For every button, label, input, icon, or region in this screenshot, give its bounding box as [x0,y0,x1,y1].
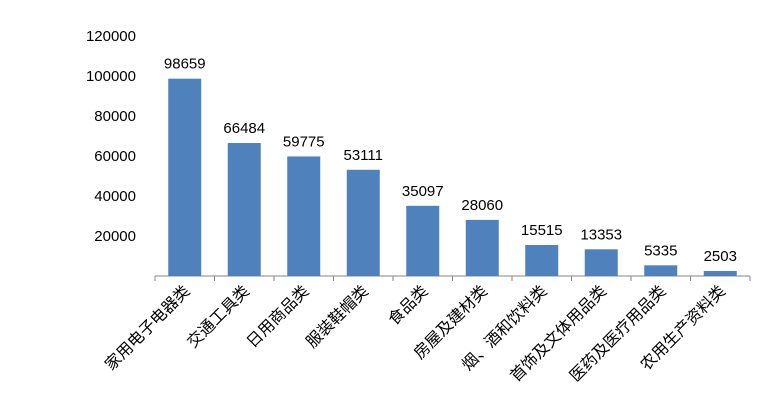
y-axis: 20000 40000 60000 80000 100000 120000 [86,28,136,245]
data-label: 2503 [704,248,737,265]
data-label: 28060 [461,197,503,214]
bar [346,169,380,276]
bar [287,156,321,276]
data-label: 5335 [644,242,677,259]
bar [525,244,559,276]
data-label: 59775 [283,133,325,150]
data-label: 15515 [521,222,563,239]
data-label: 13353 [580,226,622,243]
category-label: 家用电子电器类 [101,281,194,374]
category-label: 服装鞋帽类 [302,281,372,351]
y-tick-label: 100000 [86,68,136,85]
category-label: 交通工具类 [183,281,253,351]
category-label: 日用商品类 [243,281,313,351]
bar [168,78,202,276]
x-axis [154,275,751,281]
bar [227,143,261,276]
data-label: 66484 [223,120,265,137]
y-tick-label: 120000 [86,28,136,45]
y-tick-label: 40000 [94,188,136,205]
y-tick-label: 60000 [94,148,136,165]
y-tick-label: 20000 [94,228,136,245]
bar [703,270,737,276]
data-label: 98659 [164,56,206,73]
bar [584,249,618,276]
bar [465,219,499,276]
bars [168,78,737,276]
data-labels: 98659 66484 59775 53111 35097 28060 15515 13353… [164,56,737,265]
data-label: 35097 [402,183,444,200]
bar [406,205,440,276]
category-label: 食品类 [384,281,431,328]
bar [644,265,678,276]
y-tick-label: 80000 [94,108,136,125]
data-label: 53111 [344,147,384,164]
